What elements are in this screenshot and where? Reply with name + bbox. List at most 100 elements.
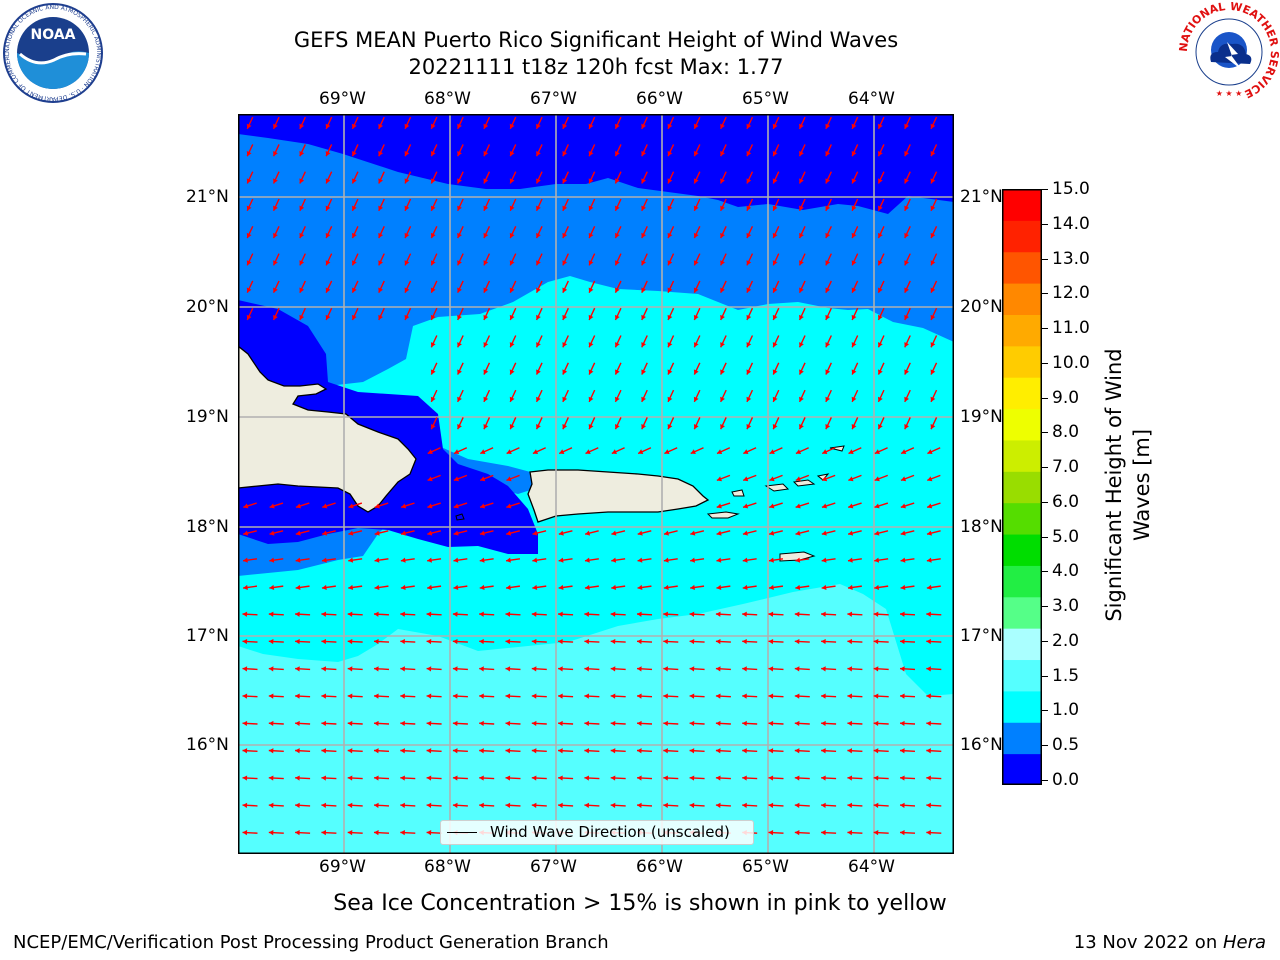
wind-wave-arrow [746,280,754,293]
wind-wave-arrow [562,116,569,130]
wind-wave-arrow [798,389,806,403]
wind-wave-arrow [693,226,701,239]
wind-wave-arrow [873,748,889,754]
wind-wave-arrow [295,638,311,645]
wind-wave-arrow [509,389,517,403]
wind-wave-arrow [610,802,626,808]
colorbar-tick-label: 9.0 [1052,387,1080,408]
wind-wave-arrow [877,253,885,266]
wind-wave-arrow [532,530,547,536]
wind-wave-arrow [693,144,701,157]
wind-wave-arrow [535,417,543,430]
wind-wave-arrow [693,335,701,348]
wind-wave-arrow [242,638,258,645]
wind-wave-arrow [930,253,938,266]
wind-wave-arrow [588,171,596,184]
wind-wave-arrow [505,584,521,591]
wind-wave-arrow [798,226,806,239]
wind-wave-arrow [400,720,416,727]
map-legend: Wind Wave Direction (unscaled) [440,820,754,845]
wind-wave-arrow [404,307,412,321]
wind-wave-arrow [768,720,784,727]
lon-label-68w-top: 68°W [424,89,471,109]
wind-wave-arrow [378,280,385,293]
colorbar-tick-label: 13.0 [1052,248,1090,269]
wind-wave-arrow [558,720,574,727]
wind-wave-arrow [452,802,468,808]
wind-wave-arrow [299,226,306,239]
wind-wave-arrow [742,802,758,808]
wind-wave-arrow [636,802,653,808]
wind-wave-arrow [794,666,810,672]
wind-wave-arrow [351,253,359,266]
wind-wave-arrow [742,611,758,617]
colorbar-tick-mark [1042,258,1048,260]
wind-wave-arrow [825,116,832,130]
wind-wave-arrow [821,447,836,455]
colorbar-tick-mark [1042,606,1048,608]
wind-wave-arrow [904,389,911,403]
wind-wave-arrow [373,666,390,672]
wind-wave-arrow [506,447,520,455]
wind-wave-arrow [768,830,784,836]
colorbar-tick-label: 6.0 [1052,491,1080,512]
wind-wave-arrow [825,335,832,348]
wind-wave-arrow [325,253,333,266]
wind-wave-arrow [746,362,754,375]
wind-wave-arrow [321,611,337,617]
colorbar-segment-6 [1003,565,1041,598]
wind-wave-arrow [614,389,622,403]
wind-wave-arrow [746,253,754,266]
wind-wave-arrow [479,693,495,699]
wind-wave-arrow [899,611,916,617]
colorbar-tick-mark [1042,223,1048,225]
colorbar-tick-mark [1042,780,1048,781]
wind-wave-arrow [400,830,416,836]
wind-wave-arrow [532,584,547,591]
wind-wave-arrow [900,447,915,455]
wind-wave-arrow [772,280,780,293]
wind-wave-arrow [874,557,889,563]
wind-wave-arrow [558,666,574,672]
wind-wave-arrow [904,280,911,293]
wind-wave-arrow [243,530,257,536]
wind-wave-arrow [794,775,810,781]
wind-wave-arrow [772,171,780,184]
wind-wave-arrow [798,198,806,212]
wind-wave-arrow [825,171,832,184]
wind-wave-arrow [743,447,757,455]
wind-wave-arrow [584,748,600,754]
wind-wave-arrow [690,557,705,563]
wind-wave-arrow [243,502,257,509]
wind-wave-arrow [426,830,442,836]
wind-wave-arrow [562,335,569,348]
wind-wave-arrow [873,638,889,645]
colorbar-tick-mark [1042,293,1048,295]
footer-date: 13 Nov 2022 on Hera [1073,932,1266,953]
wind-wave-arrow [246,144,254,157]
wind-wave-arrow [689,638,705,645]
wind-wave-arrow [716,584,731,591]
wind-wave-arrow [926,720,942,727]
wind-wave-arrow [746,144,754,157]
wind-wave-arrow [295,830,311,836]
wind-wave-arrow [636,720,653,727]
wind-wave-arrow [378,253,385,266]
wind-wave-arrow [667,198,675,212]
wind-wave-arrow [794,638,810,645]
colorbar-segment-2 [1003,690,1041,723]
wind-wave-arrow [641,362,648,375]
wind-wave-arrow [588,280,596,293]
wind-wave-arrow [509,171,517,184]
wind-wave-arrow [847,638,863,645]
wind-wave-arrow [667,171,675,184]
footer-branch: NCEP/EMC/Verification Post Processing Pr… [13,932,609,953]
colorbar-tick-label: 0.0 [1052,770,1080,790]
wind-wave-arrow [509,335,517,348]
wind-wave-arrow [452,611,468,617]
colorbar-tick-label: 5.0 [1052,526,1080,547]
wind-wave-arrow [453,502,468,509]
wind-wave-arrow [899,666,916,672]
wind-wave-arrow [825,280,832,293]
wind-wave-arrow [689,748,705,754]
